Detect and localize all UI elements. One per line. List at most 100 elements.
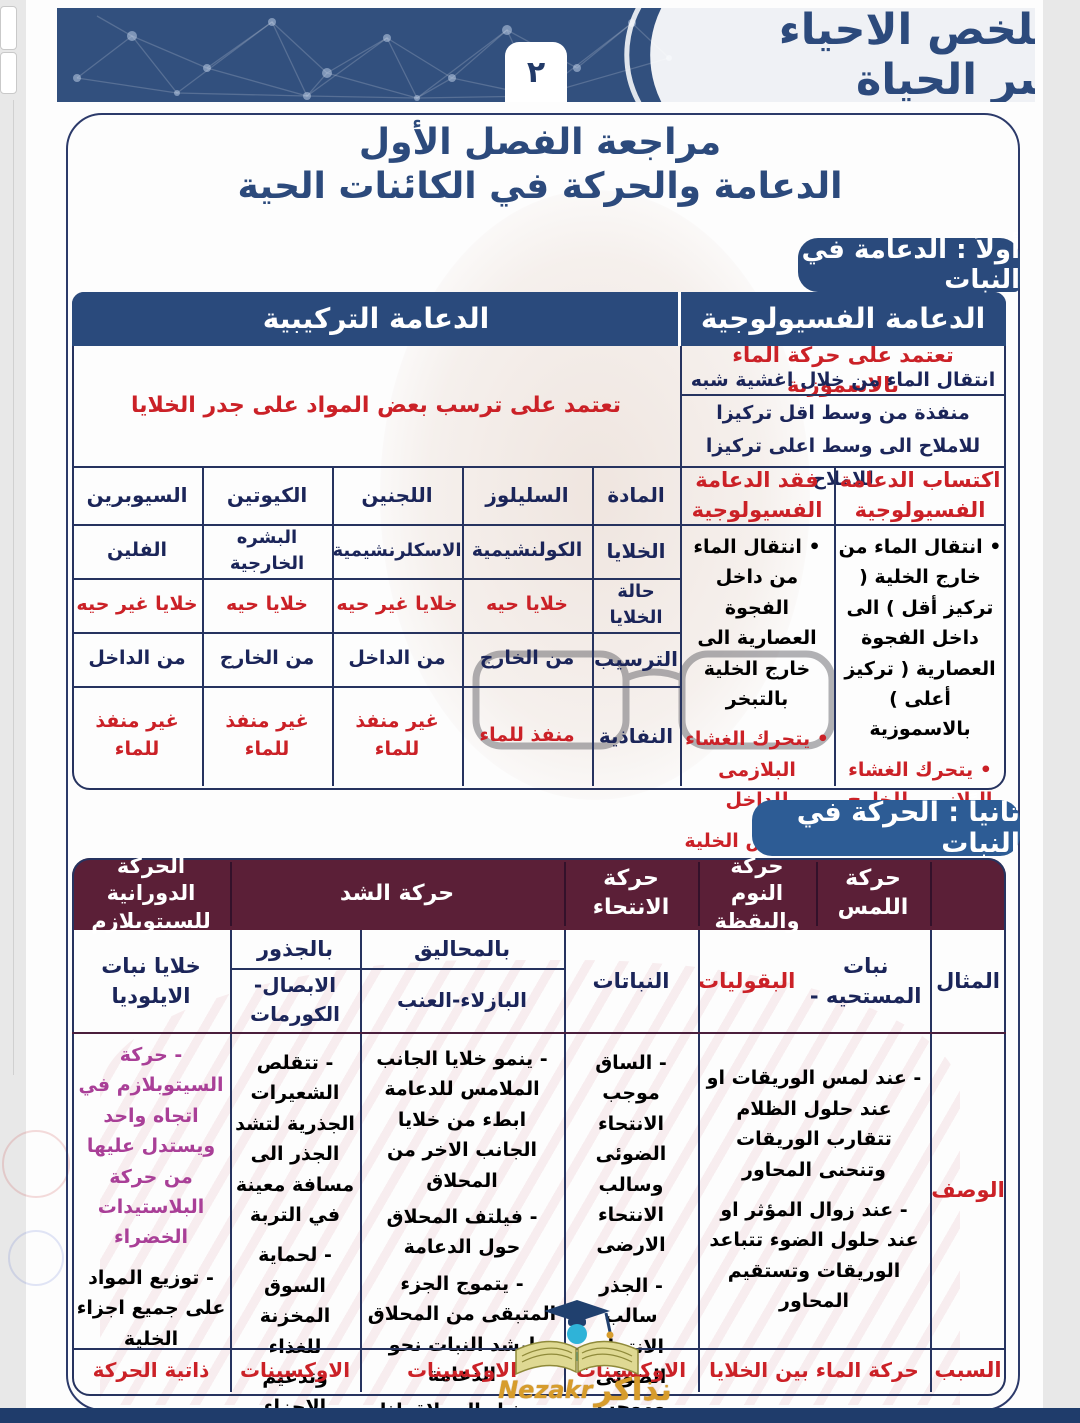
cause-touch-sleep: حركة الماء بين الخلايا bbox=[709, 1357, 919, 1382]
physio-gain-points: • انتقال الماء من خارج الخلية ( تركيز أق… bbox=[838, 532, 1002, 852]
divider bbox=[816, 862, 818, 926]
col-header-tension: حركة الشد bbox=[339, 880, 455, 906]
example-roots-value: الابصال- الكورمات bbox=[249, 973, 341, 1026]
desc-point: - فيلتف المحلاق حول الدعامة bbox=[386, 1205, 538, 1259]
desc-point: - عند لمس الوريقات او عند حلول الظلام تت… bbox=[706, 1067, 922, 1181]
example-touch-main: نبات المستحيه - bbox=[809, 953, 922, 1008]
example-roots-title: بالجذور bbox=[256, 936, 334, 961]
divider bbox=[72, 686, 680, 688]
material-name: السليلوز bbox=[485, 482, 569, 507]
desc-point: - الساق موجب الانتحاء الضوئى وسالب الانت… bbox=[595, 1052, 667, 1257]
divider bbox=[680, 394, 1006, 396]
divider bbox=[698, 862, 700, 926]
material-deposition: من الداخل bbox=[88, 647, 186, 670]
cause-cyclosis: ذاتية الحركة bbox=[92, 1357, 210, 1382]
col-header-tropism: حركة الانتحاء bbox=[592, 866, 670, 920]
desc-touch-sleep: - عند لمس الوريقات او عند حلول الظلام تت… bbox=[706, 1032, 922, 1348]
watermark-logo bbox=[512, 1298, 642, 1376]
divider bbox=[230, 862, 232, 926]
desc-point: - الجذر سالب الانتحاء الضوئى وموجب الانت… bbox=[595, 1274, 667, 1419]
desc-point: - توزيع المواد على جميع اجزاء الخلية bbox=[76, 1266, 226, 1350]
material-state: خلايا حيه bbox=[486, 593, 568, 616]
divider bbox=[930, 862, 932, 926]
faded-portrait-shirt bbox=[100, 960, 960, 1405]
example-touch-highlight: البقوليات bbox=[698, 968, 796, 993]
divider bbox=[72, 466, 1006, 468]
material-state: خلايا غير حيه bbox=[76, 593, 198, 616]
divider bbox=[360, 930, 362, 1392]
row-label-example: المثال bbox=[936, 968, 1000, 993]
col-header-touch: حركة اللمس bbox=[837, 866, 909, 920]
margin-scribble bbox=[8, 1230, 64, 1286]
bottom-bar bbox=[0, 1408, 1080, 1423]
faded-portrait-glasses-icon bbox=[472, 650, 836, 750]
watermark-latin: Nezakr bbox=[498, 1376, 593, 1404]
desc-point: - لحماية السوق المخزنة للغذاء وتدعيم الا… bbox=[258, 1244, 332, 1418]
page-number: ٢ bbox=[505, 42, 567, 102]
physio-loss-header: فقد الدعامة الفسيولوجية bbox=[691, 467, 823, 522]
divider bbox=[930, 930, 932, 1392]
divider bbox=[230, 930, 232, 1392]
material-name: اللجنين bbox=[361, 482, 433, 507]
page-stack-tab bbox=[0, 52, 17, 94]
material-deposition: من الخارج bbox=[479, 647, 575, 670]
loss-point: • انتقال الماء من داخل الفجوة العصارية ا… bbox=[693, 536, 821, 710]
physio-loss-points: • انتقال الماء من داخل الفجوة العصارية ا… bbox=[684, 532, 830, 852]
material-permeability: منفذ للماء bbox=[479, 724, 575, 747]
desc-point: - يتموج الجزء المتبقى من المحلاق ليشد ال… bbox=[367, 1272, 557, 1386]
example-tendrils-value: البازلاء-العنب bbox=[397, 987, 527, 1012]
material-cells: البشره الخارجية bbox=[229, 526, 305, 574]
faded-portrait-head bbox=[380, 190, 810, 800]
desc-point: - ينمو خلايا الجانب الملامس للدعامة ابطء… bbox=[376, 1048, 548, 1192]
desc-point: - عند زوال المؤثر او عند حلول الضوء تتبا… bbox=[709, 1199, 919, 1313]
col-header-cyclosis: الحركة الدورانية للسيتوبلازم bbox=[91, 854, 211, 933]
material-permeability: غير منفذ للماء bbox=[225, 710, 309, 760]
material-state: خلايا غير حيه bbox=[336, 593, 458, 616]
divider bbox=[564, 862, 566, 926]
divider bbox=[462, 466, 464, 786]
grid-label-state: حالة الخلايا bbox=[609, 580, 663, 628]
material-name: الكيوتين bbox=[226, 482, 308, 507]
page-edge-line bbox=[13, 100, 14, 1075]
desc-point: - حركة السيتوبلازم في اتجاه واحد ويستدل … bbox=[78, 1044, 224, 1249]
table2-border bbox=[72, 858, 1006, 1396]
example-cyclosis: خلايا نبات الايلوديا bbox=[101, 953, 201, 1008]
section1-badge: أولاً : الدعامة في النبات bbox=[798, 235, 1020, 295]
table2-header-band bbox=[72, 858, 1006, 930]
structural-depends: تعتمد على ترسب بعض المواد على جدر الخلاي… bbox=[130, 393, 622, 419]
desc-roots: - تتقلص الشعيرات الجذرية لتشد الجذر الى … bbox=[234, 1048, 356, 1418]
desc-tendrils: - ينمو خلايا الجانب الملامس للدعامة ابطء… bbox=[366, 1044, 558, 1422]
brand-title: ملخص الاحياء سر الحياة bbox=[778, 8, 1035, 102]
material-cells: الكولنشيمية bbox=[471, 539, 583, 562]
banner-crescent bbox=[624, 8, 642, 102]
banner-swoosh bbox=[650, 8, 1035, 102]
material-cells: الاسكلرنشيمية bbox=[332, 539, 462, 561]
page-stack-tab bbox=[0, 6, 17, 50]
divider bbox=[72, 632, 680, 634]
row-label-cause: السبب bbox=[934, 1357, 1002, 1382]
header-divider bbox=[678, 292, 681, 346]
grid-label-material: المادة bbox=[607, 482, 665, 507]
physio-depends: تعتمد على حركة الماء بالاسموزية bbox=[732, 342, 954, 397]
grid-label-deposition: الترسيب bbox=[594, 646, 678, 671]
example-tropism: النباتات bbox=[592, 968, 670, 993]
divider bbox=[72, 1032, 1006, 1034]
divider bbox=[332, 466, 334, 786]
grid-label-cells: الخلايا bbox=[606, 538, 666, 563]
divider bbox=[834, 466, 836, 786]
margin-scribble bbox=[2, 1130, 70, 1198]
material-permeability: غير منفذ للماء bbox=[355, 710, 439, 760]
desc-point: - تتقلص الشعيرات الجذرية لتشد الجذر الى … bbox=[235, 1052, 355, 1226]
gain-point: • انتقال الماء من خارج الخلية ( تركيز أق… bbox=[838, 536, 1002, 741]
cause-roots: الاوكسينات bbox=[239, 1357, 351, 1382]
divider bbox=[592, 466, 594, 786]
col-header-sleep: حركة النوم واليقظة bbox=[714, 854, 800, 933]
row-label-description: الوصف bbox=[931, 1177, 1005, 1202]
example-touch-sleep: نبات المستحيه - البقوليات bbox=[698, 930, 930, 1032]
divider bbox=[230, 968, 564, 970]
section2-badge: ثانياً : الحركة في النبات bbox=[752, 797, 1020, 859]
watermark-arabic: نذاكر bbox=[594, 1372, 672, 1408]
grid-label-permeability: النفاذية bbox=[598, 723, 674, 748]
